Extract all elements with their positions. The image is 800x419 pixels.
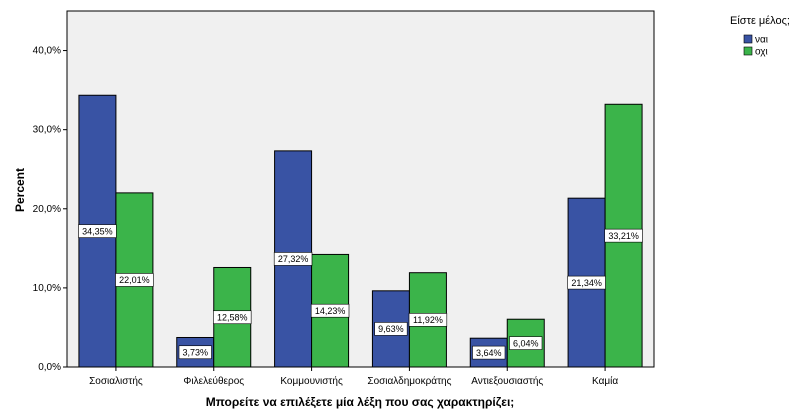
x-tick-label: Σοσιαλιστής <box>89 375 143 387</box>
data-label: 11,92% <box>413 315 443 325</box>
data-label-box <box>78 224 117 238</box>
y-axis: 0,0% 10,0% 20,0% 30,0% 40,0% <box>33 46 67 373</box>
x-tick-label: Φιλελεύθερος <box>183 375 244 387</box>
data-label: 14,23% <box>315 306 346 316</box>
legend-label: ναι <box>755 35 768 46</box>
data-label: 22,01% <box>119 275 150 285</box>
y-tick-label: 30,0% <box>33 125 61 136</box>
x-tick-label: Κομμουνιστής <box>280 375 343 387</box>
data-label-box <box>374 322 408 336</box>
plot-area <box>66 10 655 368</box>
data-label-box <box>604 228 643 243</box>
y-tick-label: 10,0% <box>33 283 61 294</box>
data-label: 34,35% <box>82 226 113 236</box>
data-label-box <box>408 313 448 327</box>
data-label: 27,32% <box>278 254 309 264</box>
legend-swatch <box>743 46 753 56</box>
data-label: 3,73% <box>182 347 208 357</box>
data-label-box <box>310 303 350 318</box>
data-label: 6,04% <box>513 338 539 348</box>
x-axis: Σοσιαλιστής Φιλελεύθερος Κομμουνιστής Σοσια… <box>89 367 618 387</box>
data-label-box <box>472 345 506 360</box>
y-tick-label: 20,0% <box>33 204 61 215</box>
data-label-box <box>567 275 606 290</box>
data-label: 33,21% <box>608 231 639 241</box>
y-tick-label: 0,0% <box>38 362 61 373</box>
data-label-box <box>509 336 543 350</box>
x-tick-label: Αντιεξουσιαστής <box>471 375 543 387</box>
x-axis-label: Μπορείτε να επιλέξετε μία λέξη που σας χ… <box>206 395 515 409</box>
legend-label: οχι <box>755 47 768 58</box>
y-axis-label: Percent <box>13 168 27 212</box>
y-tick-label: 40,0% <box>33 46 61 57</box>
data-label: 21,34% <box>571 278 602 288</box>
data-label-box <box>115 273 154 287</box>
data-label-box <box>213 310 252 325</box>
data-label: 3,64% <box>476 348 502 358</box>
data-label: 12,58% <box>217 312 248 322</box>
data-label: 9,63% <box>378 324 404 334</box>
legend-title: Είστε μέλος; <box>730 15 790 27</box>
x-tick-label: Καμία <box>592 375 618 387</box>
legend-swatch <box>743 34 753 44</box>
data-label-box <box>273 252 313 266</box>
data-label-box <box>178 345 212 360</box>
data-labels: 34,35% 22,01% 3,73% 12,58% 27,32% 14,23% 9,63%… <box>78 224 643 360</box>
x-tick-label: Σοσιαλδημοκράτης <box>367 375 451 387</box>
